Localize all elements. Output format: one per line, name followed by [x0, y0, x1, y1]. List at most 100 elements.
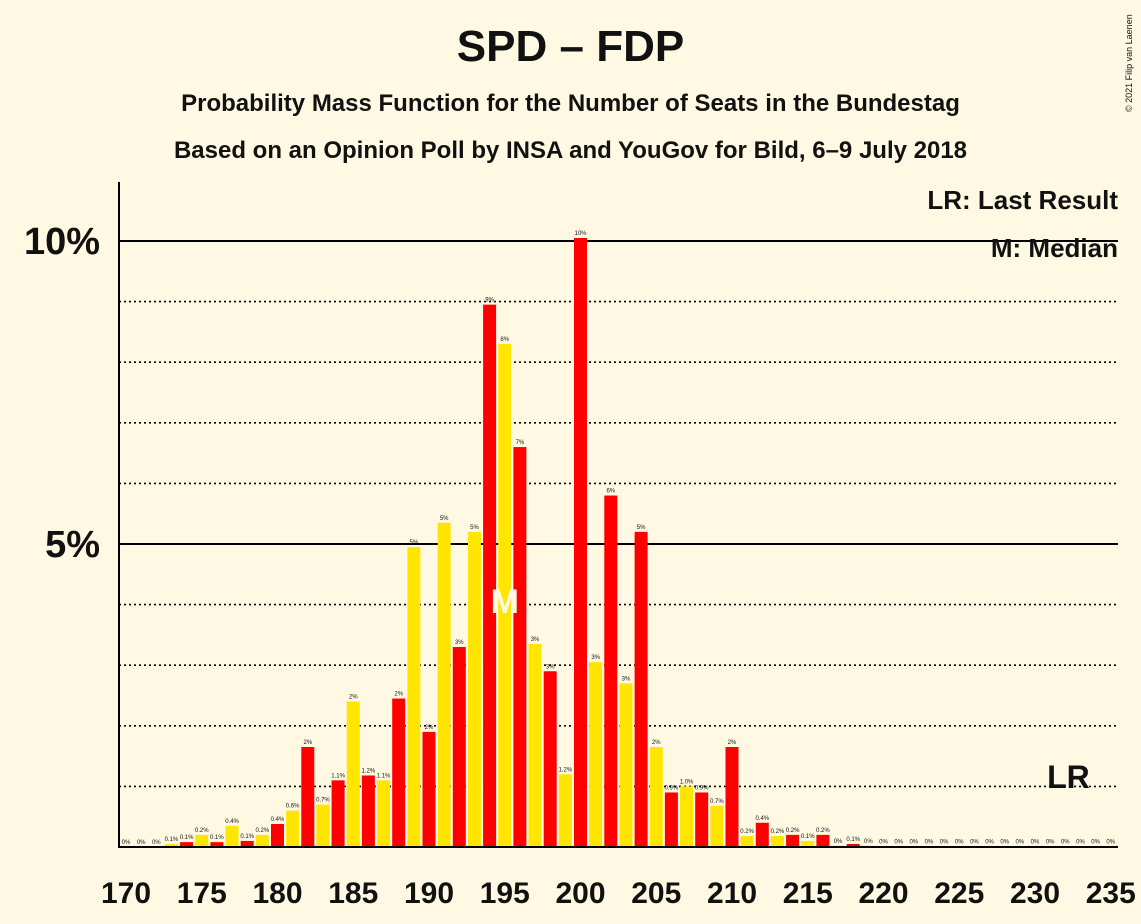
x-tick-220: 220	[858, 877, 908, 910]
bar-seat-187	[377, 780, 391, 847]
bar-label-seat-197: 3%	[531, 637, 540, 643]
bar-label-seat-206: 0.9%	[665, 785, 679, 791]
bar-label-seat-190: 2%	[425, 725, 434, 731]
bar-seat-212	[755, 822, 769, 847]
median-marker: M	[491, 583, 519, 621]
bar-label-seat-194: 9%	[485, 298, 494, 304]
chart-subtitle: Probability Mass Function for the Number…	[181, 90, 960, 117]
bar-seat-188	[392, 698, 406, 847]
bar-seat-183	[316, 804, 330, 847]
bar-seat-210	[725, 747, 739, 847]
bar-seat-186	[361, 775, 375, 847]
bar-label-seat-223: 0%	[925, 839, 934, 845]
bar-label-seat-235: 0%	[1106, 839, 1115, 845]
axes	[118, 182, 1118, 848]
bar-seat-184	[331, 780, 345, 847]
legend-median: M: Median	[991, 233, 1118, 263]
bar-label-seat-199: 1.2%	[559, 767, 573, 773]
chart-title: SPD – FDP	[456, 22, 685, 71]
bar-label-seat-177: 0.4%	[225, 819, 239, 825]
y-tick-5: 5%	[45, 524, 100, 566]
bar-seat-213	[770, 836, 784, 847]
bar-label-seat-214: 0.2%	[786, 828, 800, 834]
bar-seat-206	[664, 792, 678, 847]
bar-label-seat-191: 5%	[440, 516, 449, 522]
bar-seat-211	[740, 836, 754, 847]
bar-label-seat-210: 2%	[728, 740, 737, 746]
bar-label-seat-222: 0%	[909, 839, 918, 845]
x-tick-235: 235	[1086, 877, 1136, 910]
bar-label-seat-180: 0.4%	[271, 817, 285, 823]
bar-seat-207	[680, 786, 694, 847]
bar-seat-202	[604, 495, 618, 847]
bar-label-seat-188: 2%	[394, 692, 403, 698]
bar-seat-175	[195, 834, 209, 847]
bar-label-seat-181: 0.6%	[286, 804, 300, 810]
bar-label-seat-219: 0%	[864, 839, 873, 845]
x-tick-170: 170	[101, 877, 151, 910]
bar-label-seat-205: 2%	[652, 740, 661, 746]
bar-label-seat-213: 0.2%	[771, 829, 785, 835]
bar-seat-193	[467, 531, 481, 847]
bar-label-seat-176: 0.1%	[210, 835, 224, 841]
bar-label-seat-209: 0.7%	[710, 799, 724, 805]
bar-label-seat-211: 0.2%	[740, 829, 754, 835]
bar-label-seat-173: 0.1%	[165, 837, 179, 843]
bar-seat-191	[437, 522, 451, 847]
bar-seat-203	[619, 683, 633, 847]
copyright-text: © 2021 Filip van Laenen	[1124, 14, 1134, 112]
bar-seat-216	[816, 834, 830, 847]
bar-label-seat-186: 1.2%	[362, 768, 376, 774]
bar-seat-185	[346, 701, 360, 847]
bar-label-seat-232: 0%	[1061, 839, 1070, 845]
grid-lines	[119, 240, 1118, 788]
bar-label-seat-189: 5%	[410, 540, 419, 546]
bar-seat-180	[271, 823, 284, 847]
bar-seat-205	[649, 747, 663, 847]
bar-label-seat-231: 0%	[1046, 839, 1055, 845]
bar-seat-190	[422, 731, 436, 847]
bar-seat-196	[513, 447, 527, 847]
bar-label-seat-220: 0%	[879, 839, 888, 845]
bar-label-seat-221: 0%	[894, 839, 903, 845]
bar-label-seat-227: 0%	[985, 839, 994, 845]
bar-seat-198	[543, 671, 557, 847]
bar-label-seat-170: 0%	[122, 840, 131, 846]
bar-seat-195	[498, 344, 512, 847]
bar-seat-204	[634, 531, 648, 847]
bar-seat-199	[558, 774, 572, 847]
bar-labels: 0% 0% 0%0.1% 0.1%0.2%0.1%0.4%0.1%0.2%0.4%0.…	[122, 231, 1116, 846]
x-tick-195: 195	[480, 877, 530, 910]
bar-label-seat-201: 3%	[591, 655, 600, 661]
bar-label-seat-234: 0%	[1091, 839, 1100, 845]
bar-label-seat-178: 0.1%	[240, 834, 254, 840]
bar-label-seat-182: 2%	[303, 740, 312, 746]
x-tick-225: 225	[934, 877, 984, 910]
bar-label-seat-172: 0%	[152, 840, 161, 846]
x-tick-185: 185	[328, 877, 378, 910]
bar-label-seat-212: 0.4%	[755, 816, 769, 822]
bar-label-seat-217: 0%	[834, 839, 843, 845]
bar-seat-218	[846, 843, 860, 847]
bar-label-seat-171: 0%	[137, 840, 146, 846]
copyright-note: © 2021 Filip van Laenen	[1124, 14, 1134, 112]
bar-label-seat-184: 1.1%	[331, 773, 345, 779]
bar-label-seat-185: 2%	[349, 695, 358, 701]
y-tick-labels: 5% 10%	[24, 221, 100, 566]
x-tick-175: 175	[177, 877, 227, 910]
bar-label-seat-193: 5%	[470, 525, 479, 531]
bar-seat-214	[786, 834, 800, 847]
x-tick-230: 230	[1010, 877, 1060, 910]
legend-last-result: LR: Last Result	[927, 185, 1118, 215]
bar-label-seat-192: 3%	[455, 640, 464, 646]
bar-seat-176	[210, 842, 224, 847]
bar-seat-173	[164, 843, 178, 847]
bar-seat-189	[407, 547, 421, 847]
bar-label-seat-203: 3%	[622, 676, 631, 682]
y-tick-10: 10%	[24, 221, 100, 263]
bar-label-seat-225: 0%	[955, 839, 964, 845]
bar-label-seat-195: 8%	[500, 337, 509, 343]
bar-label-seat-196: 7%	[516, 440, 525, 446]
bar-seat-208	[695, 792, 709, 847]
